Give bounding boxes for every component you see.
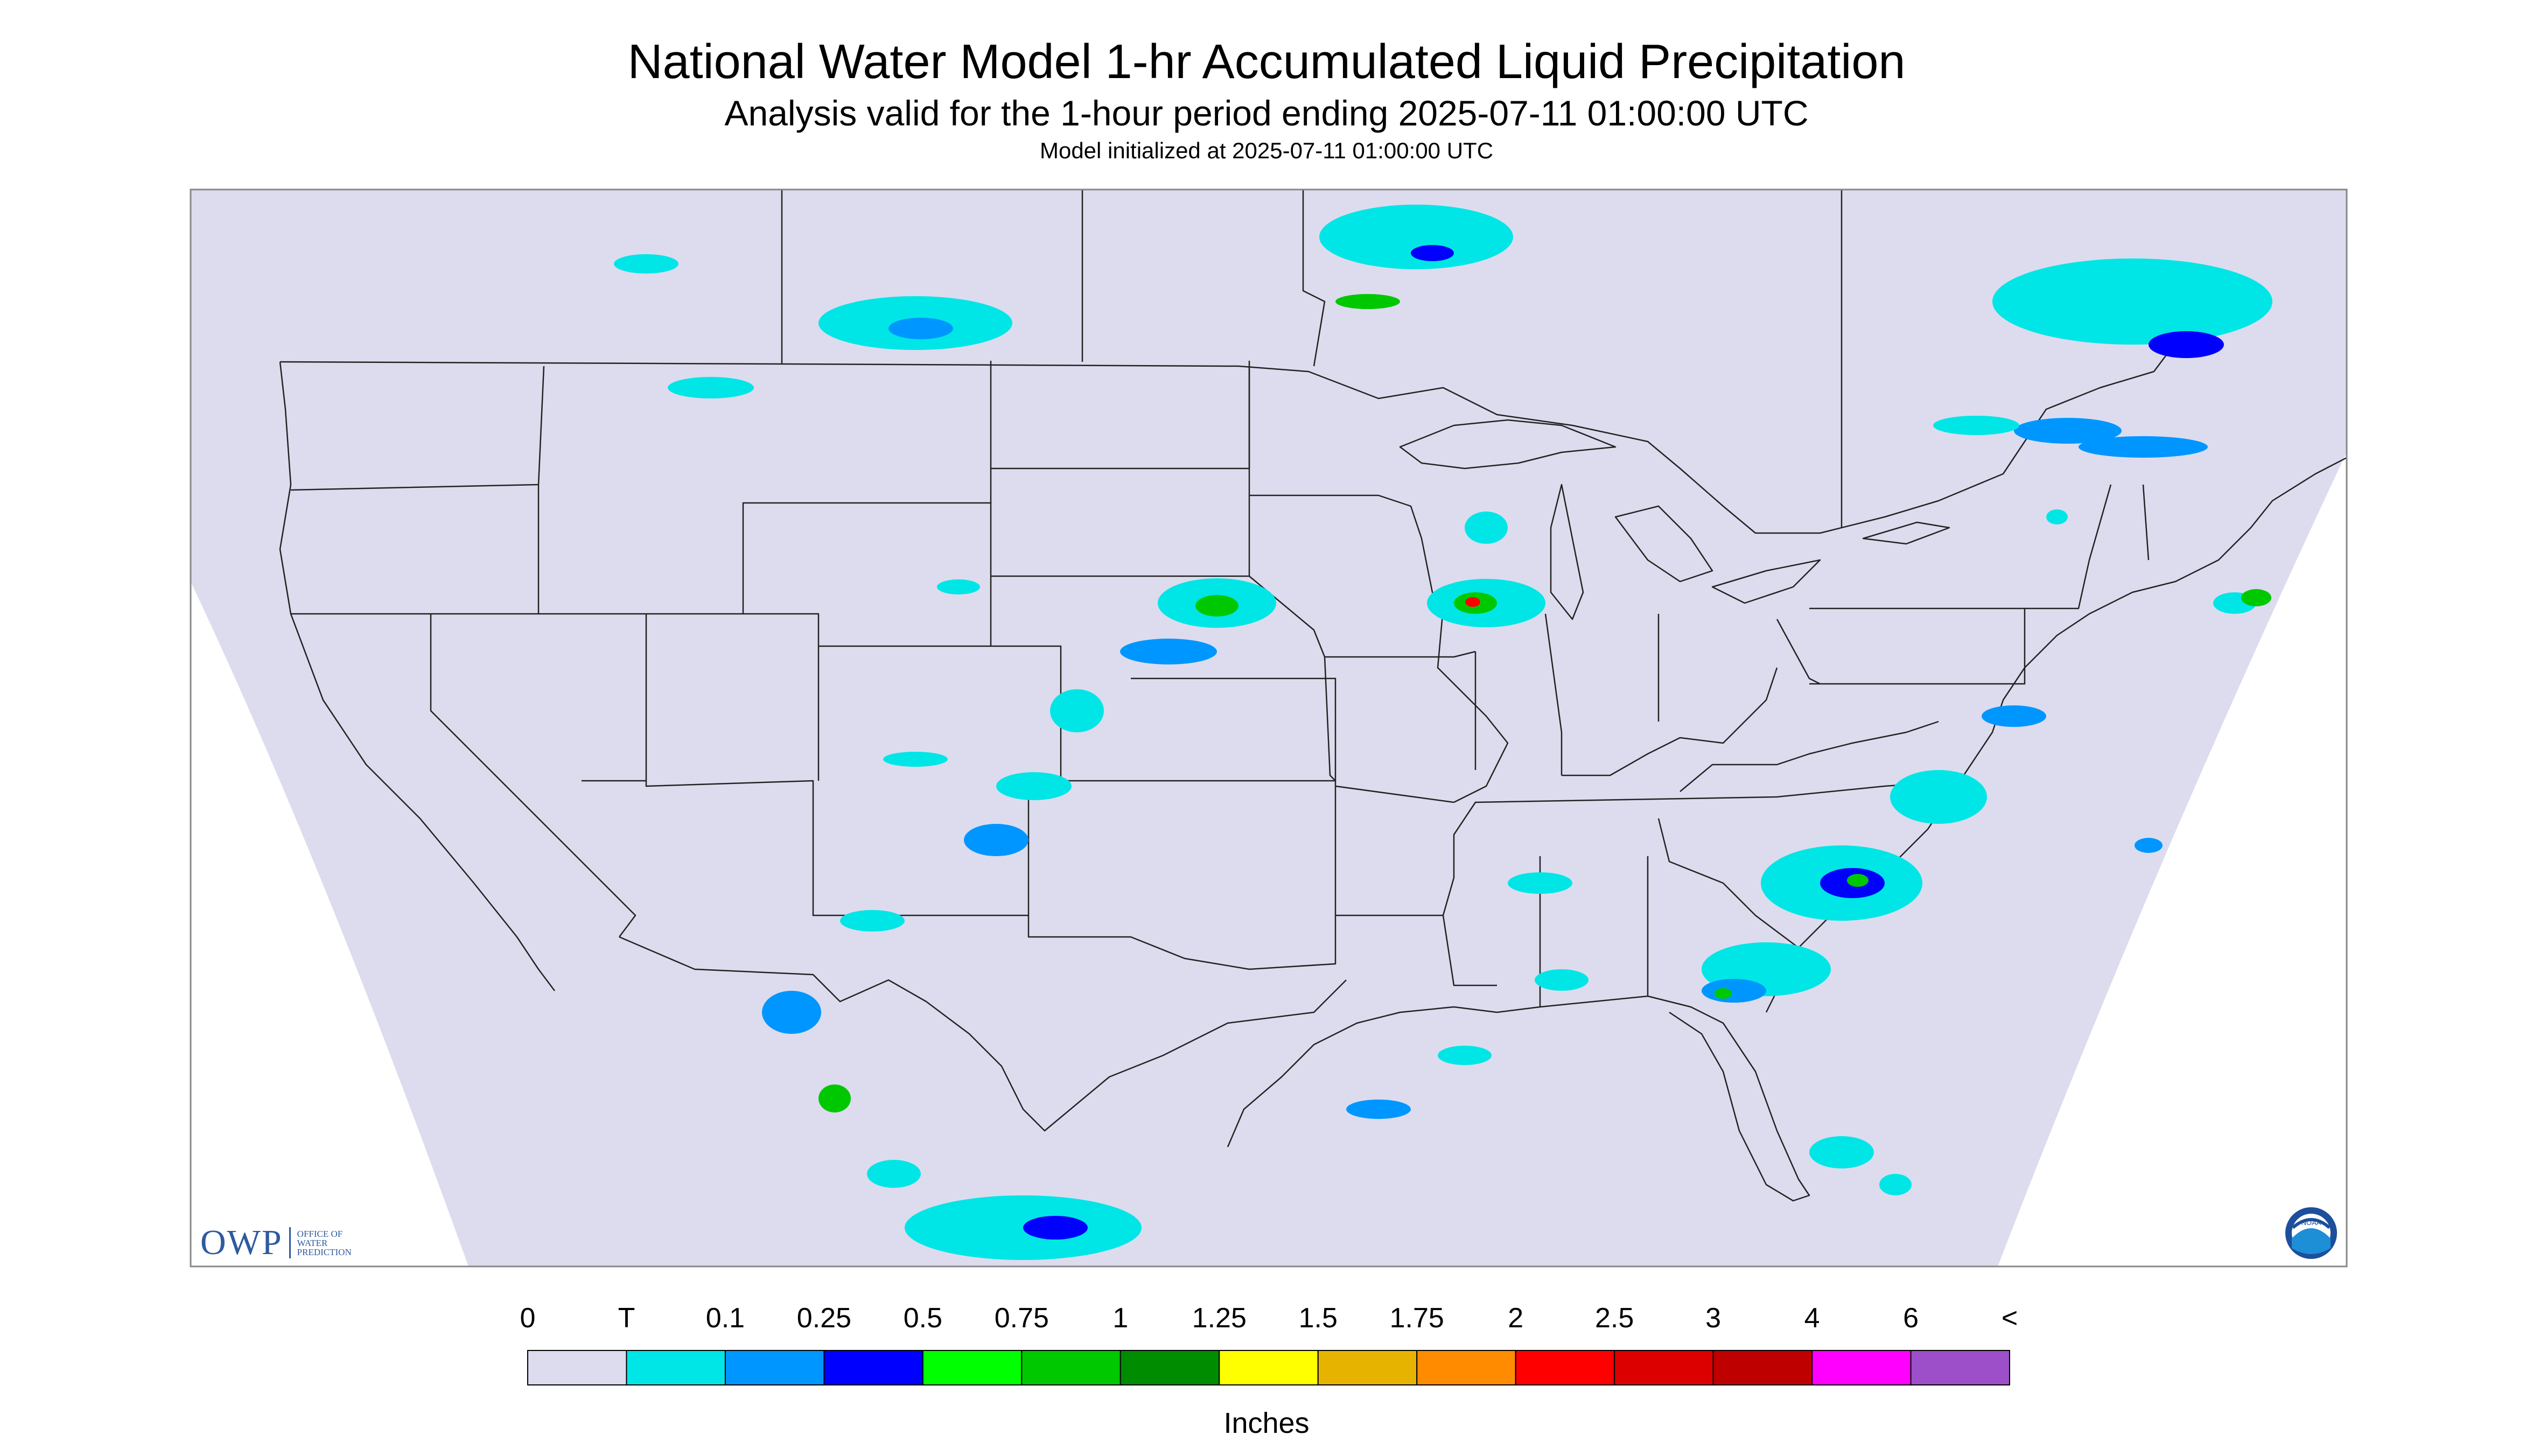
precip-cell (1809, 1136, 1874, 1168)
precip-cell (1319, 205, 1513, 269)
precip-cell (1120, 639, 1217, 664)
model-domain (191, 190, 2347, 1266)
legend-swatch (724, 1350, 825, 1385)
legend-label: 0.1 (705, 1303, 745, 1334)
legend-label: 4 (1804, 1303, 1820, 1334)
precip-cell (818, 1084, 851, 1112)
legend-swatch (1712, 1350, 1813, 1385)
legend-label: 1.25 (1192, 1303, 1247, 1334)
legend-swatch (823, 1350, 923, 1385)
legend-swatch (626, 1350, 726, 1385)
model-init-line: Model initialized at 2025-07-11 01:00:00… (1039, 138, 1494, 163)
legend-units: Inches (1223, 1407, 1310, 1439)
legend-label: 3 (1705, 1303, 1722, 1334)
precip-cell (996, 772, 1072, 800)
precip-cell (883, 752, 948, 767)
precip-cell (1879, 1174, 1912, 1195)
legend-swatch (1219, 1350, 1319, 1385)
legend-label: 6 (1903, 1303, 1919, 1334)
owp-letters: OWP (200, 1223, 283, 1262)
precip-cell (614, 254, 678, 274)
precip-cell (840, 910, 905, 932)
precip-cell (2079, 436, 2208, 458)
precip-cell (1346, 1100, 1411, 1119)
map-subtitle: Analysis valid for the 1-hour period end… (724, 93, 1809, 133)
precip-cell (1982, 705, 2046, 727)
precip-cell (2241, 589, 2271, 606)
precip-cell (1992, 258, 2272, 345)
precip-cell (1702, 979, 1766, 1003)
legend-label: 1.75 (1389, 1303, 1444, 1334)
precip-cell (888, 318, 953, 339)
precip-cell (867, 1160, 921, 1188)
owp-office-text: OFFICE OF WATER PREDICTION (297, 1228, 352, 1257)
precip-cell (1890, 770, 1987, 824)
precip-cell (1438, 1046, 1492, 1065)
precip-cell (2149, 331, 2224, 358)
legend-swatch (922, 1350, 1023, 1385)
noaa-logo: NOAA (2285, 1207, 2337, 1259)
legend-label: 1.5 (1298, 1303, 1338, 1334)
precip-cell (762, 991, 821, 1034)
legend-swatch (527, 1350, 627, 1385)
owp-logo: OWP OFFICE OF WATER PREDICTION (200, 1222, 352, 1263)
precip-cell (1535, 969, 1589, 991)
legend-swatch (1910, 1350, 2011, 1385)
legend-swatch (1614, 1350, 1714, 1385)
legend-swatch (1811, 1350, 1912, 1385)
precip-cell (2014, 418, 2122, 444)
legend-swatch (1021, 1350, 1121, 1385)
legend-label: < (2001, 1303, 2018, 1334)
precip-cell (937, 579, 980, 594)
precip-cells (614, 205, 2272, 1260)
legend-label: 0 (520, 1303, 536, 1334)
precip-cell (1715, 988, 1732, 999)
legend-swatch (1515, 1350, 1615, 1385)
precip-cell (1847, 874, 1869, 887)
legend-swatch (1416, 1350, 1516, 1385)
precip-cell (1508, 872, 1572, 894)
precip-cell (2135, 838, 2163, 853)
precip-cell (2046, 509, 2068, 524)
legend-label: 1 (1112, 1303, 1129, 1334)
precip-cell (1465, 512, 1508, 544)
legend-swatch (1119, 1350, 1220, 1385)
owp-separator (289, 1227, 291, 1258)
legend-colorbar (527, 1350, 2011, 1385)
precip-cell (1933, 416, 2019, 435)
legend-label: 0.75 (994, 1303, 1049, 1334)
map-frame (190, 188, 2348, 1268)
precip-cell (1050, 689, 1104, 732)
legend-label: 0.25 (796, 1303, 851, 1334)
noaa-letters: NOAA (2301, 1219, 2321, 1227)
legend-label: 2.5 (1594, 1303, 1634, 1334)
precip-cell (1023, 1216, 1088, 1240)
legend-label: 0.5 (903, 1303, 943, 1334)
precip-cell (1411, 245, 1454, 261)
precip-cell (1465, 597, 1480, 607)
precip-cell (668, 377, 754, 398)
legend-swatch (1317, 1350, 1418, 1385)
map-title: National Water Model 1-hr Accumulated Li… (627, 35, 1906, 89)
precip-cell (964, 824, 1028, 856)
precip-cell (1335, 294, 1400, 309)
legend-label: 2 (1508, 1303, 1524, 1334)
legend-label: T (618, 1303, 635, 1334)
precip-cell (1195, 595, 1238, 617)
